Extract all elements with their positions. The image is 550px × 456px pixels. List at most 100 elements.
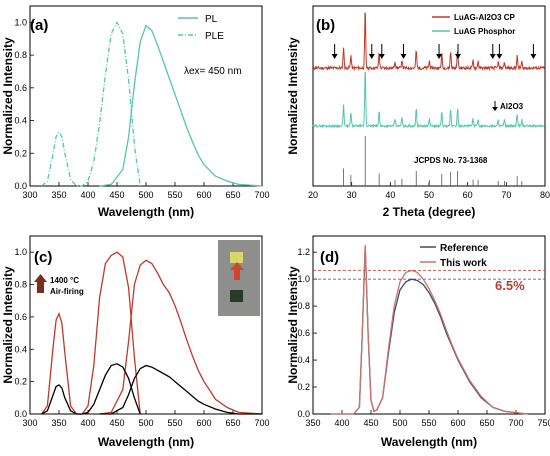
sample-bright-swatch xyxy=(230,252,243,263)
luag-pattern-line xyxy=(312,71,545,129)
ple-series-line xyxy=(41,20,141,187)
x-tick-label: 500 xyxy=(392,418,407,428)
x-tick-label: 80 xyxy=(540,190,550,200)
panel-a: (a) 300 350 400 450 500 550 600 650 700 0.0 0.2 0.4… xyxy=(0,0,275,228)
panel-b-xlabel: 2 Theta (degree) xyxy=(383,205,476,219)
x-tick-label: 500 xyxy=(138,418,153,428)
legend-pl-label: PL xyxy=(205,14,218,25)
al2o3-arrowhead xyxy=(378,54,385,59)
x-tick-label: 50 xyxy=(424,190,434,200)
panel-c-ylabel: Normalized Intensity xyxy=(1,266,15,384)
panel-a-label: (a) xyxy=(30,17,48,34)
y-tick-label: 0.0 xyxy=(297,409,310,419)
al2o3-arrowhead xyxy=(400,54,407,59)
y-tick-label: 0.4 xyxy=(14,344,27,354)
al2o3-arrowhead xyxy=(530,54,537,59)
x-tick-label: 500 xyxy=(138,190,153,200)
panel-c-label: (c) xyxy=(34,249,52,266)
ple-before-line xyxy=(41,363,141,415)
al2o3-arrow-label: Al2O3 xyxy=(500,102,524,111)
x-tick-label: 700 xyxy=(254,190,269,200)
air-firing-arrow-icon xyxy=(34,274,47,293)
y-tick-label: 0.8 xyxy=(14,50,27,60)
legend-luag-label: LuAG Phosphor xyxy=(454,27,515,36)
annotation-temperature: 1400 °C xyxy=(50,276,79,285)
y-tick-label: 1.0 xyxy=(297,274,310,284)
legend-reference-label: Reference xyxy=(440,243,489,254)
panel-d: (d) 350 400 450 500 550 600 650 700 750 0.0 0.2 0.4… xyxy=(286,235,550,449)
pl-after-line xyxy=(99,259,263,415)
al2o3-arrowhead xyxy=(489,54,496,59)
x-tick-label: 20 xyxy=(308,190,318,200)
y-tick-label: 0.2 xyxy=(297,382,310,392)
pl-series-line xyxy=(99,24,263,187)
panel-b-label: (b) xyxy=(316,17,335,34)
x-tick-label: 40 xyxy=(385,190,395,200)
panel-c-xlabel: Wavelength (nm) xyxy=(98,435,194,449)
panel-a-legend: PL PLE xyxy=(178,14,224,42)
x-tick-label: 350 xyxy=(51,190,66,200)
x-tick-label: 700 xyxy=(254,418,269,428)
y-tick-label: 0.6 xyxy=(14,312,27,322)
sample-dark-swatch xyxy=(230,290,243,302)
x-tick-label: 450 xyxy=(363,418,378,428)
panel-a-annotation: λex= 450 nm xyxy=(184,66,242,77)
inset-arrow-icon xyxy=(234,268,240,280)
y-tick-label: 0.6 xyxy=(14,83,27,93)
y-tick-label: 1.0 xyxy=(14,17,27,27)
panel-a-ylabel: Normalized Intensity xyxy=(1,37,15,155)
x-tick-label: 550 xyxy=(167,190,182,200)
y-tick-label: 0.6 xyxy=(297,328,310,338)
y-tick-label: 1.2 xyxy=(297,247,310,257)
y-tick-label: 0.8 xyxy=(297,301,310,311)
al2o3-arrowhead xyxy=(496,54,503,59)
jcpds-label: JCPDS No. 73-1368 xyxy=(414,156,488,165)
panel-d-ylabel: Normalized Intensity xyxy=(286,266,300,384)
y-tick-label: 0.2 xyxy=(14,148,27,158)
y-tick-label: 0.0 xyxy=(14,181,27,191)
thiswork-series-line xyxy=(330,245,528,415)
x-tick-label: 550 xyxy=(167,418,182,428)
x-tick-label: 60 xyxy=(463,190,473,200)
x-tick-label: 450 xyxy=(109,190,124,200)
x-tick-label: 600 xyxy=(450,418,465,428)
pl-before-line xyxy=(99,364,262,415)
legend-ple-label: PLE xyxy=(205,31,224,42)
al2o3-legend-arrowhead xyxy=(492,107,498,111)
x-tick-label: 400 xyxy=(80,190,95,200)
x-tick-label: 650 xyxy=(225,190,240,200)
y-tick-label: 0.2 xyxy=(14,377,27,387)
x-tick-label: 750 xyxy=(537,418,550,428)
y-tick-label: 0.0 xyxy=(14,409,27,419)
x-tick-label: 350 xyxy=(51,418,66,428)
x-tick-label: 300 xyxy=(22,190,37,200)
annotation-air-firing: Air-firing xyxy=(50,287,84,296)
x-tick-label: 400 xyxy=(334,418,349,428)
x-tick-label: 300 xyxy=(22,418,37,428)
panel-c: (c) 300 350 400 450 500 550 600 650 700 0.0 0.2 0.4… xyxy=(1,235,270,449)
x-tick-label: 650 xyxy=(479,418,494,428)
ple-after-line xyxy=(41,251,141,415)
x-tick-label: 600 xyxy=(196,418,211,428)
x-tick-label: 450 xyxy=(109,418,124,428)
panel-a-xlabel: Wavelength (nm) xyxy=(98,205,194,219)
al2o3-arrowhead xyxy=(368,54,375,59)
panel-b-ylabel: Normalized Intensity xyxy=(286,37,300,155)
al2o3-arrowhead xyxy=(331,54,338,59)
y-tick-label: 0.8 xyxy=(14,280,27,290)
cp-pattern-line xyxy=(312,12,545,72)
y-tick-label: 1.0 xyxy=(14,247,27,257)
panel-d-legend: Reference This work xyxy=(420,243,489,269)
x-tick-label: 30 xyxy=(347,190,357,200)
panel-d-label: (d) xyxy=(320,249,339,266)
al2o3-arrowhead xyxy=(455,54,461,59)
percent-increase-label: 6.5% xyxy=(495,278,525,293)
panel-b: (b) 20 30 40 50 60 70 80 2 Theta (degree) Norm… xyxy=(286,5,550,219)
x-tick-label: 70 xyxy=(501,190,511,200)
panel-d-xlabel: Wavelength (nm) xyxy=(381,435,477,449)
x-tick-label: 550 xyxy=(421,418,436,428)
legend-cp-label: LuAG-Al2O3 CP xyxy=(454,13,516,22)
y-tick-label: 0.4 xyxy=(297,355,310,365)
x-tick-label: 650 xyxy=(225,418,240,428)
